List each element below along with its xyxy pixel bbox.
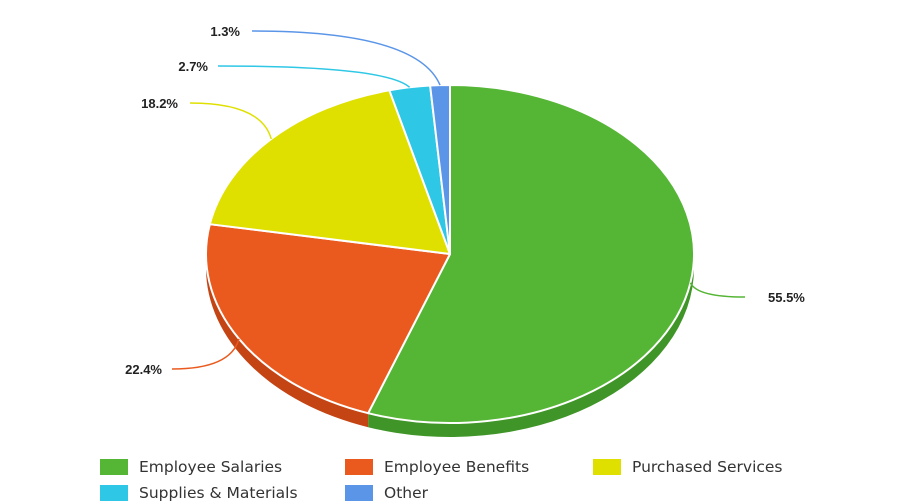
data-label: 55.5% — [768, 290, 805, 305]
legend-item[interactable]: Supplies & Materials — [100, 483, 298, 503]
pie-slice-other[interactable] — [429, 84, 451, 255]
legend-item[interactable]: Purchased Services — [593, 457, 783, 477]
legend-item[interactable]: Employee Benefits — [345, 457, 529, 477]
legend: Employee Salaries Employee Benefits Purcha… — [100, 455, 860, 504]
pie-side-0 — [368, 254, 694, 437]
legend-swatch — [345, 485, 373, 501]
connector-line — [251, 30, 441, 86]
legend-swatch — [593, 459, 621, 475]
legend-swatch — [100, 485, 128, 501]
legend-swatch — [345, 459, 373, 475]
legend-label: Employee Salaries — [139, 458, 283, 476]
pie-slice-employee-benefits[interactable] — [205, 223, 451, 415]
pie-chart-svg: 55.5% 22.4% 18.2% 2.7% 1.3% — [125, 24, 805, 437]
legend-label: Supplies & Materials — [139, 484, 298, 502]
connector-line — [171, 338, 240, 370]
legend-item[interactable]: Other — [345, 483, 428, 503]
data-label: 18.2% — [141, 96, 178, 111]
data-label: 2.7% — [178, 59, 208, 74]
data-label: 1.3% — [210, 24, 240, 39]
connector-line — [189, 102, 272, 140]
legend-swatch — [100, 459, 128, 475]
legend-label: Employee Benefits — [384, 458, 530, 476]
connector-line — [689, 282, 746, 298]
data-labels: 55.5% 22.4% 18.2% 2.7% 1.3% — [125, 24, 805, 377]
legend-label: Purchased Services — [632, 458, 783, 476]
legend-item[interactable]: Employee Salaries — [100, 457, 282, 477]
data-label: 22.4% — [125, 362, 162, 377]
connector-line — [217, 65, 411, 88]
legend-label: Other — [384, 484, 429, 502]
pie-slices — [205, 84, 695, 424]
